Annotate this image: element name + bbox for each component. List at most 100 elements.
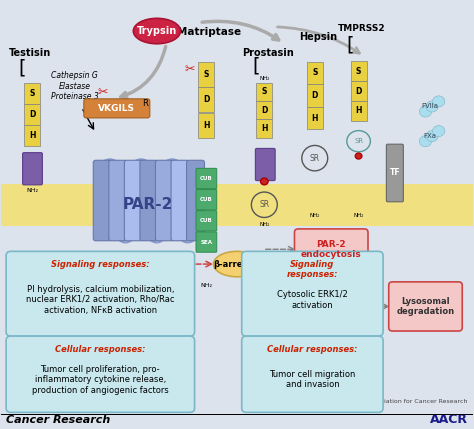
Text: TF: TF <box>390 169 400 178</box>
FancyBboxPatch shape <box>198 88 214 112</box>
Text: NH₂: NH₂ <box>354 214 364 218</box>
Text: S: S <box>312 68 318 77</box>
Text: β-arrestin: β-arrestin <box>213 260 261 269</box>
Text: SR: SR <box>354 138 363 144</box>
FancyBboxPatch shape <box>187 160 204 241</box>
Text: Cathepsin G
Elastase
Proteinase 3: Cathepsin G Elastase Proteinase 3 <box>51 71 98 101</box>
FancyBboxPatch shape <box>196 168 217 189</box>
FancyBboxPatch shape <box>109 160 127 241</box>
FancyBboxPatch shape <box>255 148 275 181</box>
Text: PI hydrolysis, calcium mobilization,
nuclear ERK1/2 activation, Rho/Rac
activati: PI hydrolysis, calcium mobilization, nuc… <box>26 285 174 315</box>
FancyBboxPatch shape <box>307 62 323 84</box>
FancyBboxPatch shape <box>196 232 217 252</box>
FancyBboxPatch shape <box>124 160 142 241</box>
Text: Gα: Gα <box>76 259 91 269</box>
Text: S: S <box>262 88 267 96</box>
Text: SR: SR <box>310 154 320 163</box>
FancyBboxPatch shape <box>1 184 473 226</box>
Text: NH₂: NH₂ <box>259 222 270 227</box>
Ellipse shape <box>69 252 99 276</box>
Circle shape <box>426 130 438 142</box>
Text: [: [ <box>252 56 260 76</box>
Text: Trypsin: Trypsin <box>137 26 177 36</box>
FancyBboxPatch shape <box>351 101 366 121</box>
Ellipse shape <box>92 252 123 276</box>
FancyBboxPatch shape <box>307 84 323 107</box>
Text: S: S <box>356 67 361 76</box>
Text: VKGILS: VKGILS <box>98 104 136 113</box>
Text: Gβ: Gβ <box>100 259 115 269</box>
Text: CUB: CUB <box>200 176 213 181</box>
Text: Gγ: Gγ <box>124 259 138 269</box>
Text: PAR-2
endocytosis: PAR-2 endocytosis <box>301 239 362 259</box>
Text: H: H <box>311 114 318 123</box>
Ellipse shape <box>133 18 181 44</box>
Text: Cellular responses:: Cellular responses: <box>267 344 358 353</box>
Circle shape <box>419 106 432 117</box>
Text: ✂: ✂ <box>185 63 195 76</box>
Circle shape <box>356 153 362 159</box>
Text: NH₂: NH₂ <box>201 284 212 288</box>
Text: Tumor cell migration
and invasion: Tumor cell migration and invasion <box>269 370 356 390</box>
Text: FXa: FXa <box>424 133 437 139</box>
Text: [: [ <box>19 58 27 77</box>
FancyBboxPatch shape <box>155 160 173 241</box>
Text: [: [ <box>346 35 354 54</box>
Text: Testisin: Testisin <box>9 48 51 58</box>
Text: Tumor cell proliferation, pro-
inflammatory cytokine release,
production of angi: Tumor cell proliferation, pro- inflammat… <box>32 365 169 395</box>
FancyBboxPatch shape <box>24 125 40 146</box>
Text: Lysosomal
degradation: Lysosomal degradation <box>396 297 455 316</box>
Text: CUB: CUB <box>200 218 213 224</box>
Circle shape <box>433 126 445 136</box>
FancyBboxPatch shape <box>84 99 150 118</box>
Text: D: D <box>356 87 362 96</box>
Text: S: S <box>29 89 35 98</box>
FancyBboxPatch shape <box>93 160 111 241</box>
Text: H: H <box>261 124 268 133</box>
Text: Cancer Research: Cancer Research <box>6 415 110 425</box>
Text: NH₂: NH₂ <box>26 188 38 193</box>
Text: CUB: CUB <box>200 197 213 202</box>
FancyBboxPatch shape <box>196 211 217 231</box>
Text: S: S <box>204 70 209 79</box>
Text: Hepsin: Hepsin <box>299 31 337 42</box>
Text: Matriptase: Matriptase <box>177 27 241 37</box>
FancyBboxPatch shape <box>256 82 273 101</box>
FancyBboxPatch shape <box>198 113 214 138</box>
Text: R: R <box>142 99 148 108</box>
Text: D: D <box>203 95 210 104</box>
Circle shape <box>433 96 445 107</box>
FancyBboxPatch shape <box>256 101 273 119</box>
FancyBboxPatch shape <box>24 104 40 125</box>
FancyBboxPatch shape <box>1 414 473 415</box>
Text: H: H <box>356 106 362 115</box>
FancyBboxPatch shape <box>351 61 366 82</box>
Text: SR: SR <box>259 200 269 209</box>
Text: TMPRSS2: TMPRSS2 <box>338 24 386 33</box>
FancyBboxPatch shape <box>242 336 383 412</box>
Text: Signaling responses:: Signaling responses: <box>51 260 150 269</box>
Text: H: H <box>203 121 210 130</box>
Text: PAR-2: PAR-2 <box>122 197 173 212</box>
FancyBboxPatch shape <box>389 282 462 331</box>
FancyBboxPatch shape <box>196 190 217 210</box>
Circle shape <box>261 178 268 185</box>
FancyBboxPatch shape <box>171 160 189 241</box>
FancyBboxPatch shape <box>386 144 403 202</box>
FancyBboxPatch shape <box>140 160 158 241</box>
FancyBboxPatch shape <box>351 81 366 101</box>
Circle shape <box>426 101 438 112</box>
Text: Prostasin: Prostasin <box>242 48 293 58</box>
Text: ✂: ✂ <box>98 86 108 99</box>
Text: FVIIa: FVIIa <box>422 103 439 109</box>
FancyBboxPatch shape <box>242 251 383 336</box>
Text: NH₂: NH₂ <box>310 214 320 218</box>
Text: SEA: SEA <box>201 239 212 245</box>
Text: D: D <box>29 110 35 119</box>
Ellipse shape <box>213 251 261 277</box>
Circle shape <box>419 136 432 147</box>
FancyBboxPatch shape <box>24 83 40 104</box>
Text: Cellular responses:: Cellular responses: <box>55 344 146 353</box>
FancyBboxPatch shape <box>198 62 214 87</box>
FancyBboxPatch shape <box>256 119 273 138</box>
